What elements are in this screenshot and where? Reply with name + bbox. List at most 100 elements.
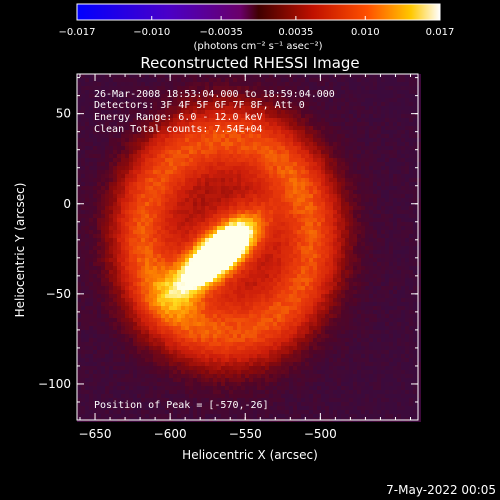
heatmap-cell [237, 110, 241, 114]
heatmap-cell [397, 238, 401, 242]
heatmap-cell [397, 266, 401, 270]
heatmap-cell [309, 90, 313, 94]
heatmap-cell [409, 170, 413, 174]
heatmap-cell [329, 234, 333, 238]
heatmap-cell [305, 234, 309, 238]
heatmap-cell [409, 182, 413, 186]
heatmap-cell [245, 222, 249, 226]
heatmap-cell [241, 242, 245, 246]
heatmap-cell [93, 154, 97, 158]
heatmap-cell [81, 294, 85, 298]
heatmap-cell [401, 166, 405, 170]
heatmap-cell [309, 174, 313, 178]
heatmap-cell [145, 238, 149, 242]
heatmap-cell [233, 214, 237, 218]
heatmap-cell [121, 190, 125, 194]
heatmap-cell [285, 258, 289, 262]
heatmap-cell [193, 110, 197, 114]
heatmap-cell [321, 266, 325, 270]
heatmap-cell [245, 194, 249, 198]
heatmap-cell [261, 110, 265, 114]
heatmap-cell [273, 210, 277, 214]
heatmap-cell [417, 238, 421, 242]
heatmap-cell [393, 234, 397, 238]
heatmap-cell [133, 282, 137, 286]
heatmap-cell [161, 214, 165, 218]
heatmap-cells [77, 74, 421, 422]
heatmap-cell [181, 110, 185, 114]
heatmap-cell [213, 110, 217, 114]
heatmap-cell [381, 162, 385, 166]
heatmap-cell [149, 186, 153, 190]
heatmap-cell [389, 254, 393, 258]
heatmap-cell [173, 230, 177, 234]
heatmap-cell [145, 162, 149, 166]
heatmap-cell [401, 230, 405, 234]
heatmap-cell [389, 142, 393, 146]
heatmap-cell [361, 218, 365, 222]
heatmap-cell [157, 206, 161, 210]
heatmap-cell [357, 226, 361, 230]
heatmap-cell [397, 218, 401, 222]
heatmap-cell [281, 102, 285, 106]
heatmap-cell [181, 230, 185, 234]
heatmap-cell [357, 142, 361, 146]
heatmap-cell [105, 214, 109, 218]
heatmap-cell [213, 294, 217, 298]
heatmap-cell [397, 178, 401, 182]
heatmap-cell [217, 250, 221, 254]
heatmap-cell [401, 142, 405, 146]
heatmap-cell [101, 114, 105, 118]
heatmap-cell [277, 218, 281, 222]
heatmap-cell [345, 238, 349, 242]
heatmap-cell [337, 114, 341, 118]
heatmap-cell [93, 94, 97, 98]
heatmap-cell [97, 102, 101, 106]
heatmap-cell [161, 222, 165, 226]
heatmap-cell [365, 162, 369, 166]
heatmap-cell [301, 266, 305, 270]
heatmap-cell [365, 134, 369, 138]
heatmap-cell [413, 298, 417, 302]
heatmap-cell [81, 262, 85, 266]
heatmap-cell [141, 158, 145, 162]
heatmap-cell [109, 102, 113, 106]
heatmap-cell [261, 266, 265, 270]
heatmap-cell [273, 234, 277, 238]
heatmap-cell [281, 138, 285, 142]
heatmap-cell [365, 178, 369, 182]
heatmap-cell [301, 194, 305, 198]
heatmap-cell [309, 98, 313, 102]
heatmap-cell [277, 298, 281, 302]
heatmap-cell [205, 230, 209, 234]
heatmap-cell [345, 266, 349, 270]
heatmap-cell [129, 210, 133, 214]
heatmap-cell [377, 258, 381, 262]
heatmap-cell [361, 234, 365, 238]
heatmap-cell [85, 98, 89, 102]
heatmap-cell [153, 226, 157, 230]
heatmap-cell [417, 262, 421, 266]
heatmap-cell [365, 118, 369, 122]
heatmap-cell [361, 282, 365, 286]
heatmap-cell [325, 186, 329, 190]
heatmap-cell [257, 198, 261, 202]
heatmap-cell [289, 234, 293, 238]
heatmap-cell [281, 258, 285, 262]
heatmap-cell [265, 170, 269, 174]
heatmap-cell [333, 274, 337, 278]
heatmap-cell [181, 102, 185, 106]
heatmap-cell [221, 234, 225, 238]
heatmap-cell [357, 286, 361, 290]
heatmap-cell [405, 282, 409, 286]
heatmap-cell [165, 110, 169, 114]
heatmap-cell [197, 278, 201, 282]
heatmap-cell [237, 214, 241, 218]
heatmap-cell [249, 294, 253, 298]
heatmap-cell [409, 190, 413, 194]
heatmap-cell [153, 154, 157, 158]
heatmap-cell [341, 154, 345, 158]
heatmap-cell [273, 258, 277, 262]
heatmap-cell [329, 162, 333, 166]
heatmap-cell [201, 170, 205, 174]
